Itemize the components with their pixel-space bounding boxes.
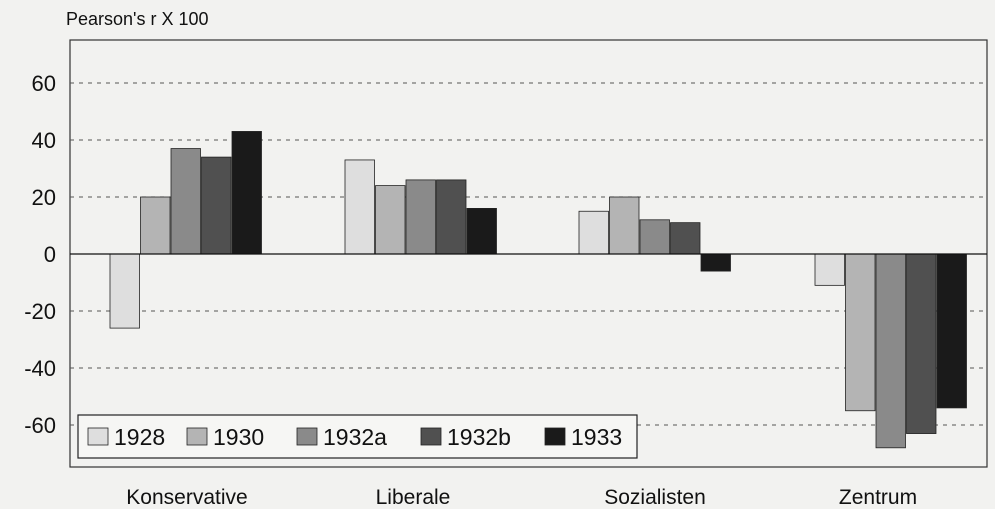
legend-swatch-1933	[544, 427, 566, 446]
bar-1928-zentrum	[814, 253, 845, 286]
bar-1933-konservative	[231, 131, 262, 255]
y-tick-label: 20	[32, 185, 56, 210]
legend-label-1932b: 1932b	[447, 424, 511, 450]
bar-1932a-liberale	[405, 179, 436, 255]
bar-1933-zentrum	[936, 253, 967, 409]
y-tick-label: 60	[32, 71, 56, 96]
y-tick-label: -40	[24, 356, 56, 381]
legend-swatch-1930	[186, 427, 208, 446]
bars	[109, 131, 967, 449]
category-label-konservative: Konservative	[126, 486, 247, 509]
legend-swatch-1932b	[420, 427, 442, 446]
legend-label-1933: 1933	[571, 424, 622, 450]
y-tick-label: -60	[24, 413, 56, 438]
y-axis-label: Pearson's r X 100	[66, 9, 209, 29]
bar-1932b-konservative	[201, 156, 232, 255]
bar-1932a-sozialisten	[639, 219, 670, 255]
bar-1932a-zentrum	[875, 253, 906, 449]
bar-1932a-konservative	[170, 148, 201, 255]
legend: 1928 1930 1932a 1932b 1933	[77, 414, 638, 459]
legend-label-1930: 1930	[213, 424, 264, 450]
bar-1930-zentrum	[845, 253, 876, 412]
bar-1932b-liberale	[436, 179, 467, 255]
category-label-sozialisten: Sozialisten	[604, 486, 706, 509]
category-label-zentrum: Zentrum	[839, 486, 917, 509]
legend-box	[77, 414, 638, 459]
bar-1930-konservative	[140, 196, 171, 255]
bar-1932b-sozialisten	[670, 222, 701, 255]
y-tick-label: -20	[24, 299, 56, 324]
y-tick-labels: 60 40 20 0 -20 -40 -60	[24, 71, 56, 438]
bar-1930-sozialisten	[609, 196, 640, 255]
category-labels: Konservative Liberale Sozialisten Zentrum	[126, 486, 917, 509]
bar-1928-liberale	[344, 159, 375, 255]
bar-1928-konservative	[109, 253, 140, 329]
y-tick-label: 0	[44, 242, 56, 267]
legend-swatch-1928	[87, 427, 109, 446]
legend-label-1932a: 1932a	[323, 424, 387, 450]
bar-1928-sozialisten	[578, 210, 609, 255]
bar-1930-liberale	[375, 185, 406, 255]
legend-label-1928: 1928	[114, 424, 165, 450]
bar-1932b-zentrum	[906, 253, 937, 434]
legend-swatch-1932a	[296, 427, 318, 446]
category-label-liberale: Liberale	[376, 486, 451, 509]
y-tick-label: 40	[32, 128, 56, 153]
bar-1933-liberale	[466, 207, 497, 255]
bar-1933-sozialisten	[700, 253, 731, 272]
